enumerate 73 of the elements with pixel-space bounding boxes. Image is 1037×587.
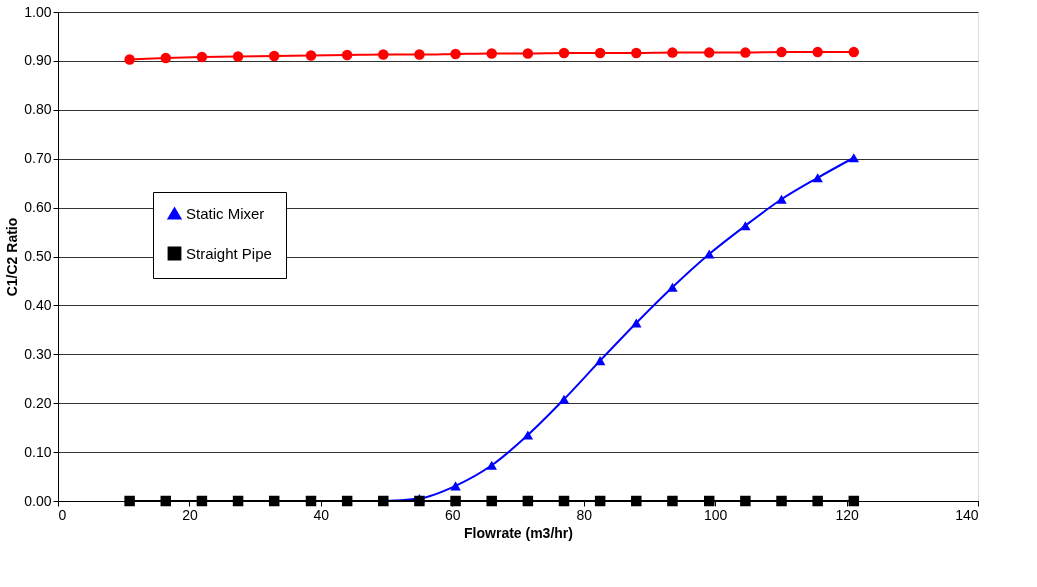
x-tick-label: 0 bbox=[58, 506, 67, 523]
y-tick-label: 0.80 bbox=[24, 101, 52, 118]
point bbox=[594, 356, 606, 366]
point bbox=[124, 54, 135, 65]
point bbox=[268, 50, 280, 62]
x-tick-label: 40 bbox=[313, 506, 330, 523]
point bbox=[124, 495, 135, 507]
x-tick-label: 120 bbox=[835, 506, 859, 523]
y-tick-label: 0.10 bbox=[24, 443, 52, 460]
point bbox=[776, 46, 787, 58]
point bbox=[667, 47, 678, 58]
point bbox=[160, 495, 172, 507]
point bbox=[232, 495, 244, 507]
point bbox=[196, 51, 208, 63]
y-tick-label: 0.70 bbox=[24, 150, 52, 167]
point bbox=[268, 495, 280, 507]
x-tick-label: 80 bbox=[576, 506, 593, 523]
legend-label: Static Mixer bbox=[186, 204, 265, 222]
point bbox=[196, 495, 208, 507]
y-tick-label: 1.00 bbox=[24, 3, 52, 20]
point bbox=[450, 481, 461, 491]
point bbox=[522, 48, 534, 59]
point bbox=[594, 495, 606, 507]
point bbox=[812, 173, 823, 183]
point bbox=[341, 49, 353, 61]
point bbox=[848, 153, 860, 163]
point bbox=[848, 46, 860, 58]
point bbox=[486, 495, 497, 507]
x-tick-label: 100 bbox=[703, 506, 728, 523]
point bbox=[812, 46, 823, 58]
point bbox=[740, 495, 751, 507]
y-tick-label: 0.30 bbox=[24, 345, 52, 362]
point bbox=[667, 495, 678, 507]
point bbox=[522, 495, 534, 507]
point bbox=[776, 194, 787, 204]
point bbox=[667, 282, 678, 292]
x-tick-label: 20 bbox=[182, 506, 198, 523]
x-tick-label: 60 bbox=[445, 506, 461, 523]
point bbox=[486, 48, 497, 59]
point bbox=[812, 495, 823, 507]
point bbox=[631, 495, 642, 507]
y-tick-label: 0.50 bbox=[24, 248, 52, 264]
y-tick-label: 0.20 bbox=[24, 394, 52, 411]
point bbox=[558, 495, 570, 507]
point bbox=[378, 49, 389, 60]
y-tick-label: 0.90 bbox=[24, 52, 52, 69]
point bbox=[486, 460, 497, 470]
point bbox=[776, 495, 787, 507]
y-tick-label: 0.00 bbox=[24, 492, 52, 509]
point bbox=[558, 394, 570, 404]
x-tick-label: 140 bbox=[955, 506, 979, 523]
point bbox=[631, 318, 642, 328]
point bbox=[594, 47, 606, 59]
point bbox=[522, 430, 534, 440]
point bbox=[414, 49, 425, 60]
point bbox=[450, 48, 461, 60]
point bbox=[740, 221, 751, 231]
y-axis-title: C1/C2 Ratio bbox=[4, 217, 21, 297]
point bbox=[703, 495, 715, 507]
point bbox=[848, 495, 860, 507]
y-tick-label: 0.60 bbox=[24, 199, 52, 216]
x-axis-title: Flowrate (m3/hr) bbox=[464, 524, 573, 541]
y-tick-label: 0.40 bbox=[24, 296, 52, 313]
point bbox=[450, 495, 461, 507]
point bbox=[740, 47, 751, 58]
point bbox=[558, 47, 570, 59]
point bbox=[160, 52, 172, 64]
point bbox=[305, 50, 317, 61]
point bbox=[703, 47, 715, 58]
point bbox=[232, 51, 244, 62]
point bbox=[305, 495, 317, 507]
legend-label: Straight Pipe bbox=[186, 244, 272, 262]
point bbox=[631, 47, 642, 59]
